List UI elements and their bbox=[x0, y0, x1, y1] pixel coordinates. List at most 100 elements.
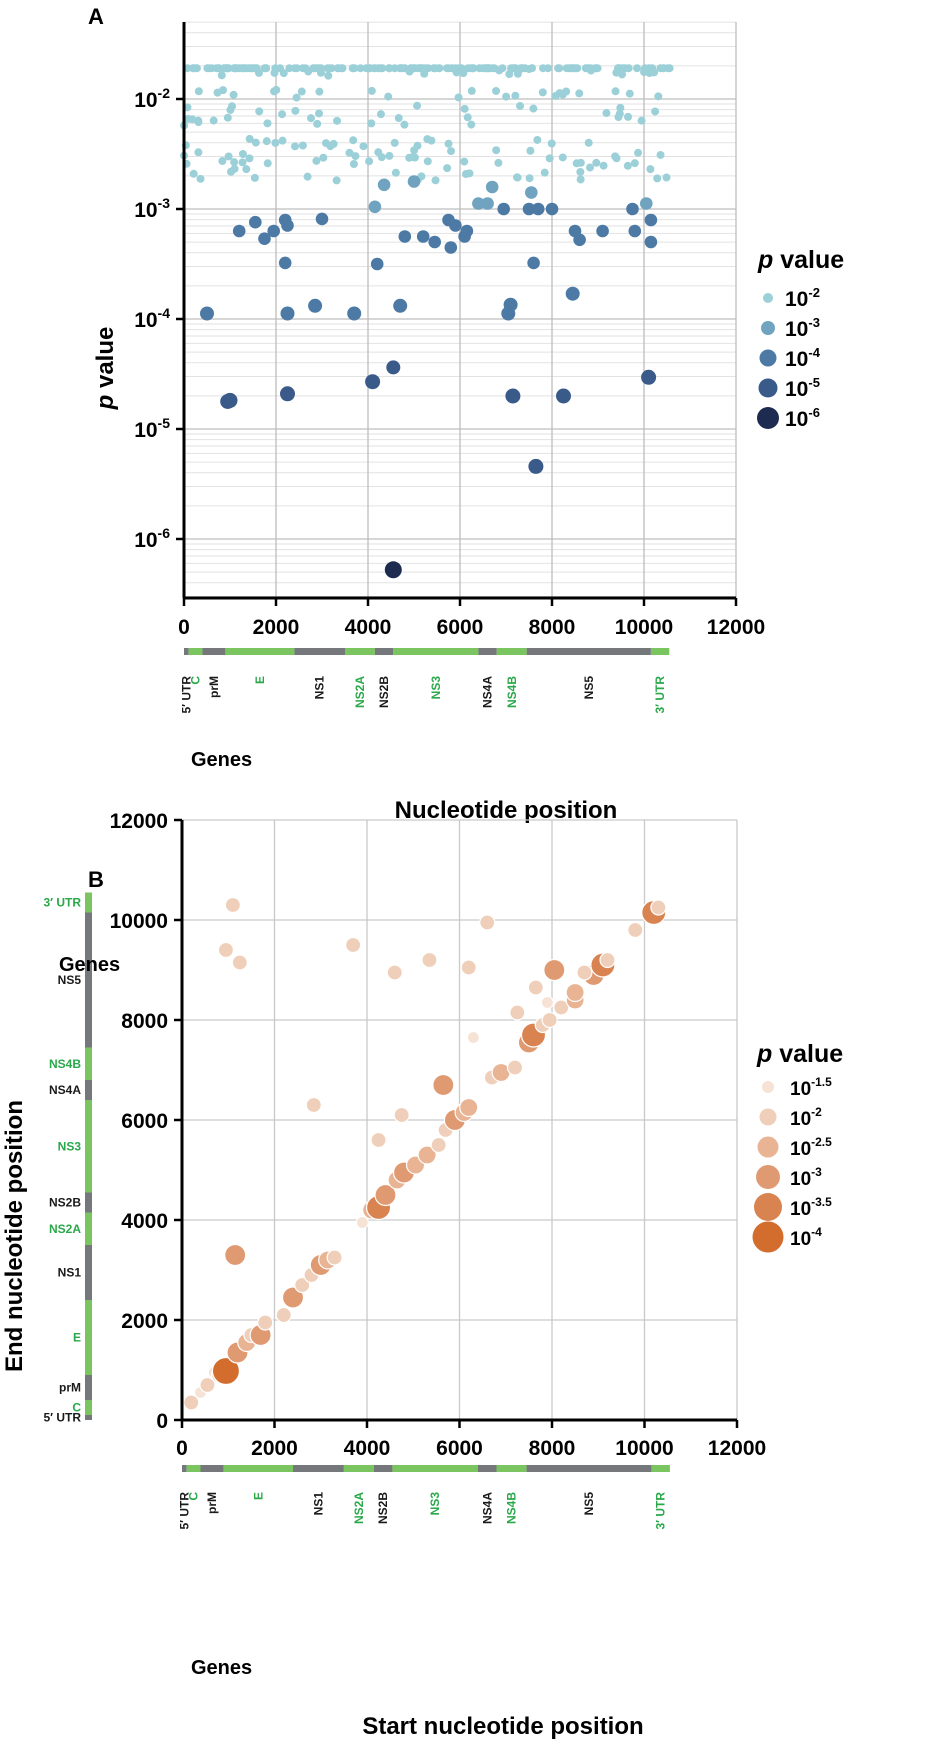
data-point bbox=[189, 169, 198, 178]
data-point bbox=[370, 257, 384, 271]
gene-label: NS2B bbox=[376, 1492, 390, 1524]
data-point bbox=[457, 64, 466, 73]
data-point bbox=[568, 64, 577, 73]
data-point bbox=[539, 64, 548, 73]
data-point bbox=[572, 159, 581, 168]
legend-swatch bbox=[757, 407, 779, 429]
data-point bbox=[250, 173, 259, 182]
legend-label-base: 10 bbox=[785, 408, 808, 431]
data-point bbox=[553, 999, 570, 1016]
data-point bbox=[460, 104, 469, 113]
data-point bbox=[291, 106, 300, 115]
y-tick-label: 12000 bbox=[110, 810, 168, 833]
data-point bbox=[306, 114, 315, 123]
legend-label-base: 10 bbox=[790, 1229, 811, 1250]
legend-label: 10-4 bbox=[790, 1225, 822, 1250]
data-point bbox=[528, 64, 537, 73]
data-point bbox=[390, 64, 399, 73]
data-point bbox=[460, 959, 477, 976]
data-point bbox=[511, 91, 520, 100]
gene-label: E bbox=[253, 676, 267, 684]
data-point bbox=[278, 110, 287, 119]
legend-swatch bbox=[757, 1136, 779, 1158]
data-point bbox=[624, 112, 633, 121]
data-point bbox=[315, 87, 324, 96]
data-point bbox=[315, 109, 324, 118]
data-point bbox=[391, 168, 400, 177]
data-point bbox=[242, 165, 251, 174]
data-point bbox=[547, 139, 556, 148]
data-point bbox=[281, 1286, 305, 1309]
data-point bbox=[217, 941, 235, 959]
x-tick-label: 10000 bbox=[615, 1437, 673, 1460]
gene-label: C bbox=[187, 1492, 201, 1501]
gene-bar-segment bbox=[85, 1375, 92, 1400]
legend-title-rest: value bbox=[773, 246, 844, 274]
data-point bbox=[347, 306, 362, 321]
data-point bbox=[503, 297, 518, 312]
x-tick-label: 8000 bbox=[529, 1437, 576, 1460]
data-point bbox=[513, 173, 522, 182]
data-point bbox=[413, 101, 422, 110]
y-tick-label-base: 10 bbox=[134, 309, 157, 332]
y-tick-label: 4000 bbox=[121, 1210, 168, 1233]
x-tick-label: 8000 bbox=[529, 616, 576, 639]
data-point bbox=[271, 138, 280, 147]
gene-label: C bbox=[72, 1401, 81, 1415]
data-point bbox=[494, 158, 503, 167]
data-point bbox=[502, 92, 511, 101]
gene-label: NS2B bbox=[49, 1196, 81, 1210]
data-point bbox=[362, 64, 371, 73]
data-point bbox=[602, 109, 611, 118]
data-point bbox=[199, 1376, 216, 1394]
data-point bbox=[386, 964, 403, 981]
gene-bar-segment bbox=[200, 1465, 224, 1472]
gene-label: NS2A bbox=[353, 676, 367, 708]
y-tick-label-exp: -6 bbox=[158, 525, 171, 541]
data-point bbox=[224, 152, 233, 161]
data-point bbox=[498, 64, 507, 73]
data-point bbox=[303, 172, 312, 181]
gene-bar-segment bbox=[526, 1465, 652, 1472]
data-point bbox=[356, 64, 365, 73]
legend-label-exp: -2.5 bbox=[811, 1135, 832, 1149]
data-point bbox=[374, 148, 383, 157]
gene-label: NS3 bbox=[428, 1492, 442, 1516]
legend-label-exp: -4 bbox=[811, 1225, 822, 1239]
gene-bar-segment bbox=[85, 1212, 92, 1245]
data-point bbox=[644, 235, 658, 249]
data-point bbox=[576, 964, 593, 981]
data-point bbox=[183, 1394, 200, 1411]
data-point bbox=[350, 64, 359, 73]
data-point bbox=[507, 64, 516, 73]
gene-label: NS4A bbox=[49, 1083, 81, 1097]
data-point bbox=[413, 141, 422, 150]
gene-bar-segment bbox=[294, 648, 345, 655]
data-point bbox=[492, 146, 501, 155]
gene-label: NS4A bbox=[480, 1492, 494, 1524]
data-point bbox=[410, 153, 419, 162]
gene-bar-segment bbox=[85, 1400, 92, 1415]
data-point bbox=[313, 64, 322, 73]
data-point bbox=[238, 64, 247, 73]
y-tick-label: 0 bbox=[156, 1410, 168, 1433]
data-point bbox=[281, 219, 294, 232]
data-point bbox=[525, 174, 534, 183]
panel-b-gridlines bbox=[182, 819, 738, 1420]
data-point bbox=[249, 215, 262, 229]
legend-label-exp: -1.5 bbox=[811, 1075, 832, 1089]
gene-label: 3′ UTR bbox=[654, 1492, 668, 1530]
data-point bbox=[345, 936, 362, 954]
y-tick-label-exp: -3 bbox=[158, 195, 171, 211]
data-point bbox=[251, 138, 260, 147]
gene-bar-segment bbox=[223, 1465, 293, 1472]
gene-bar-segment bbox=[651, 1465, 670, 1472]
gene-label: NS5 bbox=[582, 1492, 596, 1516]
data-point bbox=[315, 212, 329, 226]
data-point bbox=[386, 360, 401, 375]
data-point bbox=[278, 136, 287, 145]
gene-label: prM bbox=[205, 1492, 219, 1514]
data-point bbox=[416, 64, 425, 73]
legend-label: 10-4 bbox=[785, 345, 821, 371]
